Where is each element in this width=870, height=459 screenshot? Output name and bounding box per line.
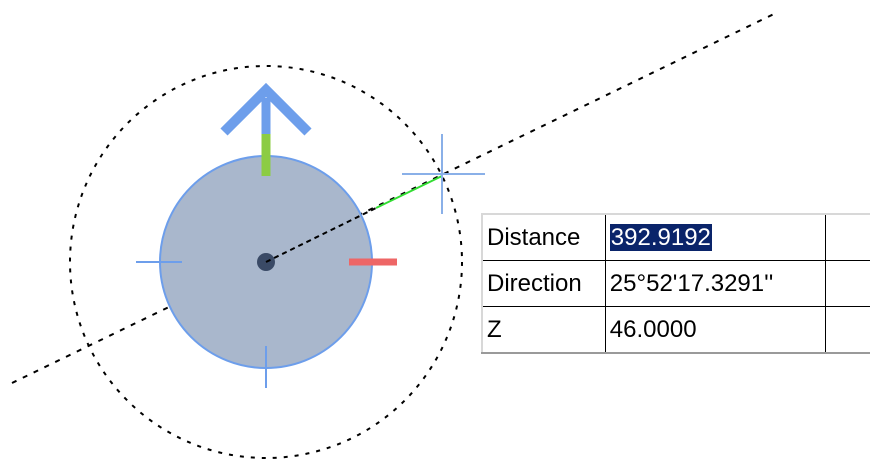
distance-value-field[interactable]: 392.9192 [604,213,827,261]
distance-extra-cell [825,213,870,261]
dynamic-input-panel: Distance 392.9192 Direction 25°52'17.329… [481,213,870,354]
tracking-line [11,11,779,384]
direction-label: Direction [481,260,606,307]
distance-value[interactable]: 392.9192 [609,223,712,251]
z-extra-cell [825,306,870,354]
crosshair-cursor [402,134,485,214]
distance-circle [69,65,463,459]
z-value-field[interactable]: 46.0000 [604,306,827,354]
z-label: Z [481,306,606,354]
direction-row: Direction 25°52'17.3291'' [481,260,870,307]
move-grip-icon[interactable] [136,82,397,388]
rubberband-green [375,175,443,209]
direction-value-field[interactable]: 25°52'17.3291'' [604,260,827,307]
direction-extra-cell [825,260,870,307]
arrow-head-icon [220,82,312,136]
rubberband-black [265,207,377,263]
distance-label: Distance [481,213,606,261]
z-row: Z 46.0000 [481,306,870,354]
distance-row: Distance 392.9192 [481,213,870,261]
